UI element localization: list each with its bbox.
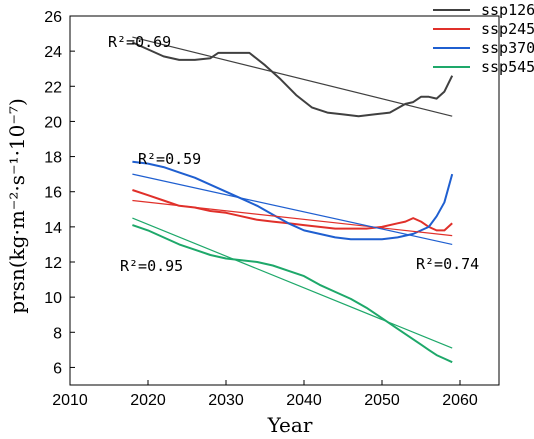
legend-item-ssp370: ssp370 [433,39,534,57]
trendline-ssp126 [132,36,453,117]
trendline-layer [132,36,453,349]
trendline-ssp370 [132,173,453,246]
r2-annotations: R²=0.69 R²=0.74 R²=0.59 R²=0.95 [108,33,479,275]
y-tick-label: 16 [44,185,62,202]
x-tick-label: 2050 [364,392,400,409]
series-line-ssp545 [132,224,453,364]
legend-item-ssp245: ssp245 [433,20,534,38]
legend-label: ssp245 [481,20,534,38]
r2-label-ssp245: R²=0.74 [416,255,479,273]
trendline-ssp545 [132,217,453,349]
plot-area [69,15,500,386]
x-axis: 2010 2020 2030 2040 2050 2060 [52,380,478,409]
y-axis-title: prsn(kg·m⁻²·s⁻¹·10⁻⁷) [5,98,29,314]
x-tick-label: 2040 [286,392,322,409]
y-axis: 6 8 10 12 14 16 18 20 22 24 26 [44,9,75,377]
x-tick-label: 2020 [130,392,166,409]
x-axis-title: Year [267,413,313,437]
r2-label-ssp370: R²=0.59 [138,150,201,168]
y-tick-label: 12 [44,255,62,272]
x-tick-label: 2060 [442,392,478,409]
y-tick-label: 22 [44,79,62,96]
y-tick-label: 14 [44,220,62,237]
series-line-ssp126 [131,41,454,118]
legend-item-ssp545: ssp545 [433,58,534,76]
legend-label: ssp126 [481,1,534,19]
y-tick-label: 6 [53,360,62,377]
plot-frame [69,15,500,386]
y-tick-label: 10 [44,290,62,307]
series-line-ssp370 [132,160,454,241]
r2-label-ssp545: R²=0.95 [120,257,183,275]
series-layer [131,41,454,364]
r2-label-ssp126: R²=0.69 [108,33,171,51]
x-tick-label: 2030 [208,392,244,409]
legend-label: ssp370 [481,39,534,57]
y-tick-label: 26 [44,9,62,26]
x-tick-label: 2010 [52,392,88,409]
trendline-ssp245 [132,199,453,237]
y-tick-label: 8 [53,325,62,342]
y-tick-label: 24 [44,44,62,61]
y-tick-label: 18 [44,150,62,167]
legend-label: ssp545 [481,58,534,76]
y-tick-label: 20 [44,114,62,131]
legend-item-ssp126: ssp126 [433,1,534,19]
